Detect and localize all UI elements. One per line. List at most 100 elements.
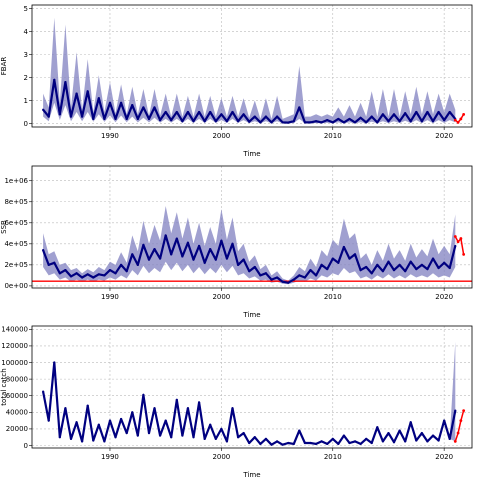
median-point <box>209 423 212 426</box>
median-point <box>303 441 307 445</box>
median-point <box>353 121 357 124</box>
x-tick-label: 1990 <box>101 453 119 461</box>
y-tick-label: 20000 <box>6 425 28 433</box>
median-point <box>242 258 245 261</box>
median-point <box>409 260 412 263</box>
median-point <box>236 120 240 123</box>
projection-point <box>462 252 466 256</box>
median-point <box>225 440 229 443</box>
y-tick-label: 0 <box>24 120 28 128</box>
median-point <box>86 273 89 276</box>
chart-panel-1: 1990 2000 2010 2020 0 1 2 3 4 5 Time FBAR <box>0 4 473 158</box>
median-point <box>264 272 268 275</box>
x-axis-label: Time <box>242 471 260 479</box>
median-point <box>170 253 173 256</box>
median-point <box>409 421 412 424</box>
median-point <box>53 261 56 264</box>
median-point <box>97 423 100 426</box>
median-point <box>348 117 351 121</box>
median-point <box>203 261 206 264</box>
y-tick-label: 0e+00 <box>4 282 28 290</box>
median-point <box>309 121 312 124</box>
x-tick-label: 2010 <box>324 293 342 301</box>
median-point <box>181 120 184 123</box>
median-point <box>170 118 173 122</box>
median-point <box>303 121 307 124</box>
uncertainty-band <box>43 206 456 285</box>
median-point <box>186 241 190 244</box>
median-point <box>337 442 340 445</box>
projection-line <box>454 113 465 124</box>
median-point <box>270 278 273 281</box>
median-point <box>220 113 223 116</box>
median-point <box>248 120 251 123</box>
median-point <box>42 249 45 252</box>
median-point <box>209 247 212 251</box>
median-point <box>281 121 284 124</box>
median-point <box>275 440 279 443</box>
median-point <box>186 110 190 114</box>
median-point <box>326 118 329 122</box>
x-tick-label: 2020 <box>435 453 453 461</box>
median-point <box>392 113 396 116</box>
median-point <box>376 426 379 429</box>
median-point <box>142 106 145 109</box>
x-axis-label: Time <box>242 311 260 319</box>
median-point <box>58 113 61 116</box>
projection-point <box>453 118 457 122</box>
median-point <box>69 115 73 118</box>
median-point <box>159 434 162 437</box>
median-point <box>231 242 234 245</box>
y-tick-label: 120000 <box>1 342 28 350</box>
median-point <box>331 121 334 124</box>
median-point <box>353 253 357 256</box>
median-point <box>131 104 134 107</box>
median-point <box>454 244 457 248</box>
median-point <box>47 115 50 118</box>
median-point <box>125 117 128 121</box>
y-tick-label: 4 <box>24 28 29 36</box>
median-point <box>153 106 156 109</box>
median-point <box>242 431 245 435</box>
median-point <box>97 273 100 276</box>
median-point <box>376 121 379 124</box>
median-point <box>175 237 178 240</box>
median-point <box>81 440 84 443</box>
median-point <box>175 110 178 114</box>
median-point <box>309 269 312 272</box>
median-point <box>365 437 368 440</box>
median-point <box>292 120 295 123</box>
y-tick-label: 100000 <box>1 359 28 367</box>
median-point <box>75 92 78 95</box>
median-point <box>209 110 212 114</box>
median-point <box>231 110 234 114</box>
median-point <box>287 441 290 445</box>
y-axis-label: SSB <box>0 220 8 234</box>
x-tick-label: 1990 <box>101 132 119 140</box>
median-point <box>398 263 401 266</box>
median-point <box>264 437 268 440</box>
median-point <box>298 274 301 277</box>
median-point <box>86 90 89 93</box>
median-point <box>253 436 256 439</box>
median-point <box>159 257 162 260</box>
median-point <box>192 258 195 261</box>
median-point <box>420 120 423 123</box>
median-point <box>437 110 440 114</box>
median-point <box>292 278 295 281</box>
median-point <box>387 120 390 123</box>
median-point <box>225 120 229 123</box>
median-point <box>342 434 345 437</box>
median-point <box>225 257 229 260</box>
median-point <box>298 106 301 109</box>
median-point <box>58 436 61 439</box>
median-point <box>147 258 151 261</box>
median-point <box>42 390 45 393</box>
median-point <box>92 439 95 442</box>
plot-frame <box>31 165 473 289</box>
median-point <box>81 115 84 118</box>
median-point <box>398 120 401 123</box>
y-tick-label: 4e+05 <box>4 240 28 248</box>
median-point <box>64 407 67 410</box>
median-point <box>136 434 139 437</box>
